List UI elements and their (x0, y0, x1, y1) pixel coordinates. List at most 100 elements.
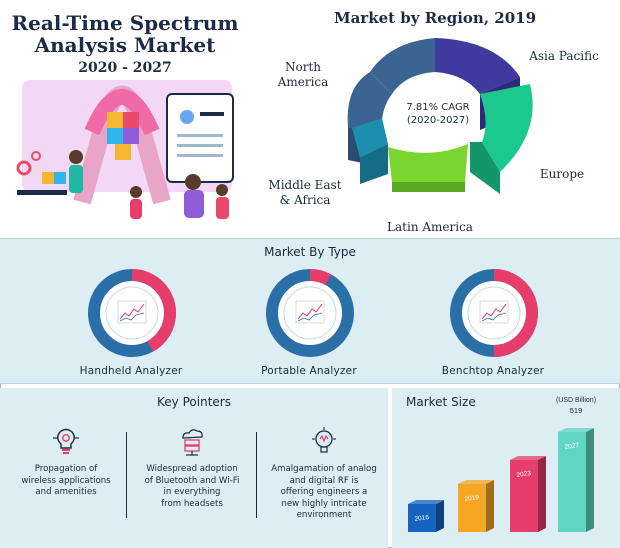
slice-europe-side (470, 142, 500, 194)
child-body (130, 199, 142, 219)
clipboard-line (177, 134, 223, 137)
bar-front (458, 484, 486, 532)
market-size-callout: 519 (569, 406, 583, 415)
key-pointer-line: environment (296, 510, 352, 520)
cagr-label: 7.81% CAGR (2020-2027) (388, 101, 488, 127)
key-pointer-text-1: Propagation of wireless applications and… (4, 464, 128, 499)
report-title: Real-Time Spectrum Analysis Market 2020 … (10, 12, 240, 76)
label-mea-line: & Africa (279, 193, 331, 207)
market-by-type-section: Market By Type Handheld Analyzer (0, 238, 620, 384)
slice-latin-america (388, 144, 468, 187)
bar-2023: 2023 (510, 456, 546, 532)
label-asia-pacific-line: Asia Pacific (529, 49, 599, 63)
bar-front (510, 460, 538, 532)
type-item-benchtop: Benchtop Analyzer (418, 261, 568, 383)
slice-europe (480, 84, 533, 172)
key-pointers-section: Key Pointers Propagation of wireless app… (0, 388, 388, 548)
label-europe: Europe (532, 167, 592, 182)
mini-line-chart-icon (479, 300, 509, 324)
key-pointer-line: in everything (163, 487, 221, 497)
type-donut-handheld (88, 269, 176, 357)
clipboard-line (177, 154, 223, 157)
puzzle-piece (107, 112, 123, 128)
slice-north-america-top (370, 38, 435, 94)
table (17, 190, 67, 195)
title-line-1: Real-Time Spectrum (11, 11, 239, 35)
slice-mea-side (360, 144, 388, 184)
title-years: 2020 - 2027 (78, 60, 172, 76)
divider (256, 432, 257, 518)
region-3d-donut (347, 38, 533, 194)
market-size-section: Market Size (USD Billion) 519 2016 2019 20… (392, 388, 620, 548)
key-pointers-title: Key Pointers (157, 395, 231, 409)
lightbulb-gear-icon (53, 428, 79, 454)
bar-front (558, 432, 586, 532)
bar-year-label: 2019 (464, 494, 480, 503)
region-chart-title: Market by Region, 2019 (333, 9, 537, 27)
label-asia-pacific: Asia Pacific (524, 49, 604, 64)
puzzle-piece (123, 128, 139, 144)
puzzle-piece (123, 112, 139, 128)
child-head (130, 186, 142, 198)
bar-side (586, 428, 594, 532)
label-north-america: North America (272, 60, 334, 90)
key-pointer-line: from headsets (161, 498, 223, 509)
bar-2019: 2019 (458, 480, 494, 532)
label-mea: Middle East & Africa (266, 178, 344, 208)
girl-head (216, 184, 228, 196)
ribbon-top (84, 89, 160, 136)
girl-body (216, 197, 229, 219)
slice-asia-pacific (435, 38, 520, 94)
slice-north-america (347, 72, 392, 132)
key-pointer-line: Propagation of (34, 464, 98, 474)
mini-line-chart-icon (295, 300, 325, 324)
divider (126, 432, 127, 518)
bar-front (408, 504, 436, 532)
key-pointer-line: new highly intricate (281, 498, 367, 509)
bulb-circuit-icon (312, 427, 336, 453)
type-donut-benchtop (450, 269, 538, 357)
label-mea-line: Middle East (268, 178, 342, 192)
key-pointer-line: wireless applications (21, 475, 111, 486)
donut-share-arc (450, 269, 538, 357)
bar-year-label: 2023 (516, 470, 532, 479)
type-chart-title: Market By Type (264, 245, 356, 259)
bar-2016: 2016 (408, 500, 444, 532)
clipboard-line (200, 112, 224, 116)
key-pointer-line: Amalgamation of analog (271, 464, 377, 474)
awareness-ribbon-illustration (16, 80, 234, 219)
key-pointer-2: Widespread adoption of Bluetooth and Wi-… (130, 426, 254, 546)
gear-icon (31, 151, 41, 161)
top-section: Real-Time Spectrum Analysis Market 2020 … (0, 0, 620, 238)
bar-year-label: 2027 (564, 442, 580, 451)
label-latin-america-line: Latin America (387, 220, 473, 234)
label-north-america-line: America (277, 75, 329, 89)
clipboard-line (177, 144, 223, 147)
key-pointer-line: and digital RF is (289, 475, 359, 486)
key-pointer-line: Widespread adoption (146, 464, 238, 474)
key-pointer-1: Propagation of wireless applications and… (4, 426, 128, 546)
puzzle-piece (115, 144, 131, 160)
key-pointer-line: offering engineers a (280, 487, 368, 497)
donut-share-arc (88, 269, 176, 357)
mini-line-chart-icon (117, 300, 147, 324)
woman-head (185, 174, 201, 190)
slice-mea (352, 118, 388, 158)
bar-year-label: 2016 (414, 514, 430, 523)
type-label-benchtop: Benchtop Analyzer (441, 365, 545, 377)
key-pointer-line: and amenities (35, 487, 97, 497)
label-europe-line: Europe (539, 167, 585, 181)
market-size-bar-chart: 2016 2019 2023 2027 (408, 428, 594, 532)
label-north-america-line: North (284, 60, 321, 74)
market-size-title: Market Size (406, 395, 476, 409)
bar-side (538, 456, 546, 532)
bar-side (486, 480, 494, 532)
bar-top (510, 456, 546, 460)
title-line-2: Analysis Market (34, 33, 216, 57)
bar-top (408, 500, 444, 504)
market-size-unit: (USD Billion) (555, 397, 597, 404)
block (42, 172, 54, 184)
woman-body (184, 190, 204, 218)
gear-icon (16, 160, 32, 176)
key-pointer-3: Amalgamation of analog and digital RF is… (262, 426, 386, 546)
